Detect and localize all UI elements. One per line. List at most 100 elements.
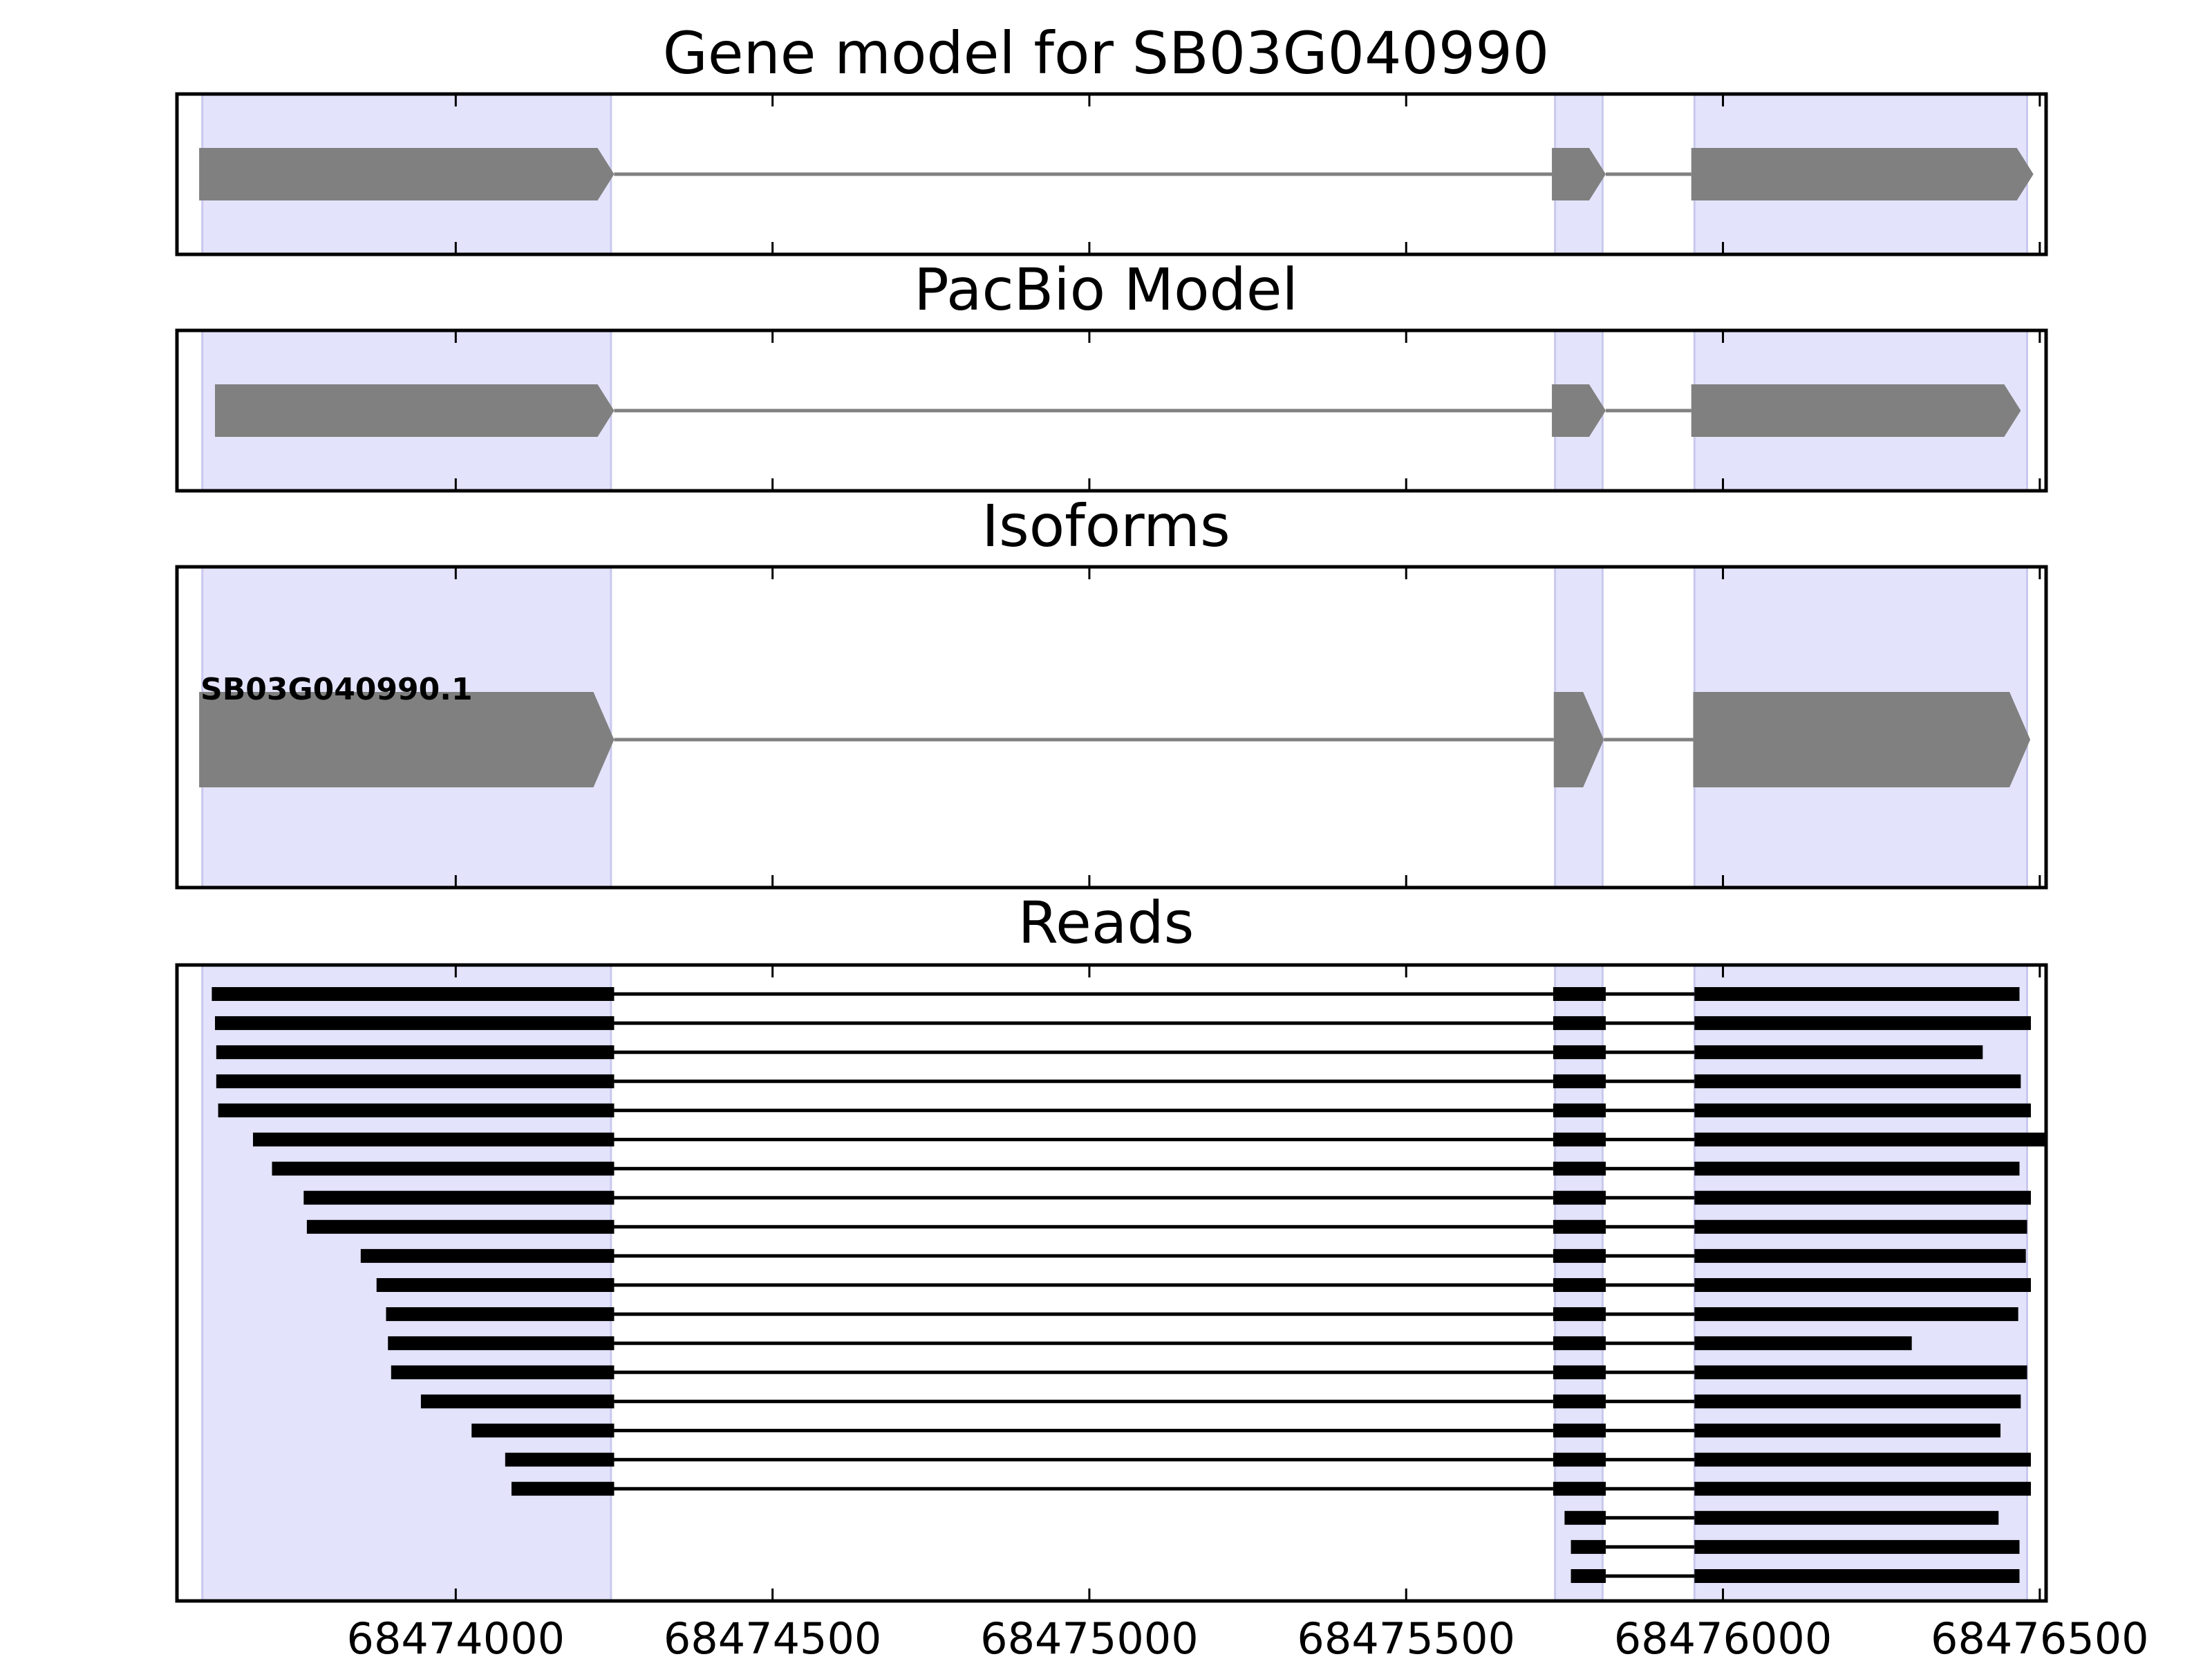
read-row [214, 1016, 2032, 1031]
x-tick-label: 68476000 [1614, 1613, 1833, 1659]
isoforms-track: SB03G040990.1 [199, 672, 2031, 787]
read-row [376, 1278, 2032, 1292]
read-exon-block [391, 1365, 615, 1380]
reads-axes-frame [175, 963, 2048, 1603]
read-exon-block [1553, 1045, 1606, 1060]
read-row [511, 1481, 2032, 1496]
read-exon-block [1553, 1336, 1606, 1351]
read-exon-block [272, 1161, 615, 1176]
x-tick-label: 68475000 [980, 1613, 1199, 1659]
gene-model-exon-arrow [1691, 148, 2034, 200]
reads-ticks [454, 965, 2041, 1601]
x-tick-label: 68474000 [347, 1613, 565, 1659]
read-exon-block [1694, 1132, 2046, 1147]
read-exon-block [1553, 987, 1606, 1001]
isoform-exon-arrow [199, 692, 615, 787]
gene-model-ticks [454, 94, 2041, 254]
pacbio-model-exon-arrow [214, 384, 615, 437]
read-exon-block [388, 1336, 615, 1351]
isoforms-ticks [454, 567, 2041, 888]
read-exon-block [376, 1278, 615, 1292]
read-exon-block [505, 1452, 615, 1467]
read-exon-block [1564, 1510, 1606, 1525]
read-exon-block [216, 1074, 615, 1089]
read-exon-block [420, 1394, 615, 1409]
reads-track [212, 987, 2046, 1583]
read-exon-block [386, 1307, 615, 1322]
read-exon-block [1553, 1103, 1606, 1118]
read-exon-block [252, 1132, 615, 1147]
read-row [272, 1161, 2020, 1176]
read-row [212, 987, 2020, 1001]
read-row [1571, 1569, 2020, 1583]
pacbio-model-axes-frame [175, 328, 2048, 493]
read-exon-block [1694, 1103, 2032, 1118]
isoforms-axes-frame [175, 565, 2048, 890]
pacbio-model-exon-arrow [1691, 384, 2021, 437]
read-exon-block [1553, 1161, 1606, 1176]
read-exon-block [1694, 1510, 1999, 1525]
read-exon-block [1553, 1074, 1606, 1089]
read-exon-block [1553, 1365, 1606, 1380]
read-exon-block [1694, 1539, 2020, 1554]
read-exon-block [1553, 1394, 1606, 1409]
read-exon-block [1694, 1074, 2021, 1089]
gene-model-track [199, 148, 2034, 200]
read-exon-block [511, 1481, 615, 1496]
read-exon-block [1553, 1452, 1606, 1467]
read-row [218, 1103, 2032, 1118]
reads-panel: Reads [175, 889, 2048, 1603]
read-exon-block [1553, 1190, 1606, 1205]
read-exon-block [1694, 1045, 1983, 1060]
read-exon-block [1694, 1452, 2032, 1467]
read-exon-block [1694, 1569, 2020, 1583]
pacbio-model-title: PacBio Model [914, 256, 1298, 324]
read-row [388, 1336, 1912, 1351]
read-exon-block [1694, 1336, 1912, 1351]
read-exon-block [1553, 1423, 1606, 1438]
read-exon-block [1694, 1248, 2026, 1263]
read-row [306, 1219, 2027, 1234]
read-row [1571, 1539, 2020, 1554]
pacbio-model-track [214, 384, 2021, 437]
read-exon-block [1694, 1016, 2032, 1031]
read-exon-block [1553, 1219, 1606, 1234]
read-exon-block [1553, 1278, 1606, 1292]
read-exon-block [1553, 1307, 1606, 1322]
read-row [216, 1045, 1983, 1060]
read-exon-block [1694, 1307, 2018, 1322]
read-row [216, 1074, 2021, 1089]
read-exon-block [1694, 1190, 2032, 1205]
read-exon-block [1694, 1423, 2001, 1438]
isoform-exon-arrow [1693, 692, 2031, 787]
reads-title: Reads [1018, 889, 1194, 957]
read-row [1564, 1510, 1999, 1525]
isoforms-title: Isoforms [982, 492, 1230, 560]
x-tick-label: 68475500 [1297, 1613, 1515, 1659]
read-row [391, 1365, 2027, 1380]
read-exon-block [212, 987, 615, 1001]
read-exon-block [1553, 1481, 1606, 1496]
read-exon-block [1694, 1481, 2032, 1496]
isoform-label: SB03G040990.1 [200, 672, 473, 707]
read-exon-block [218, 1103, 615, 1118]
read-exon-block [303, 1190, 615, 1205]
read-exon-block [1694, 987, 2020, 1001]
gene-model-panel: Gene model for SB03G040990 [175, 19, 2048, 256]
read-row [386, 1307, 2018, 1322]
read-row [420, 1394, 2021, 1409]
gene-model-axes-frame [175, 92, 2048, 256]
read-row [252, 1132, 2046, 1147]
x-tick-label: 68476500 [1931, 1613, 2149, 1659]
read-exon-block [360, 1248, 615, 1263]
read-exon-block [1553, 1016, 1606, 1031]
gene-model-exon-arrow [199, 148, 615, 200]
read-exon-block [1694, 1365, 2027, 1380]
read-row [303, 1190, 2032, 1205]
read-exon-block [214, 1016, 615, 1031]
read-exon-block [1694, 1394, 2021, 1409]
gene-model-title: Gene model for SB03G040990 [663, 19, 1549, 87]
read-exon-block [1694, 1161, 2020, 1176]
read-row [471, 1423, 2001, 1438]
